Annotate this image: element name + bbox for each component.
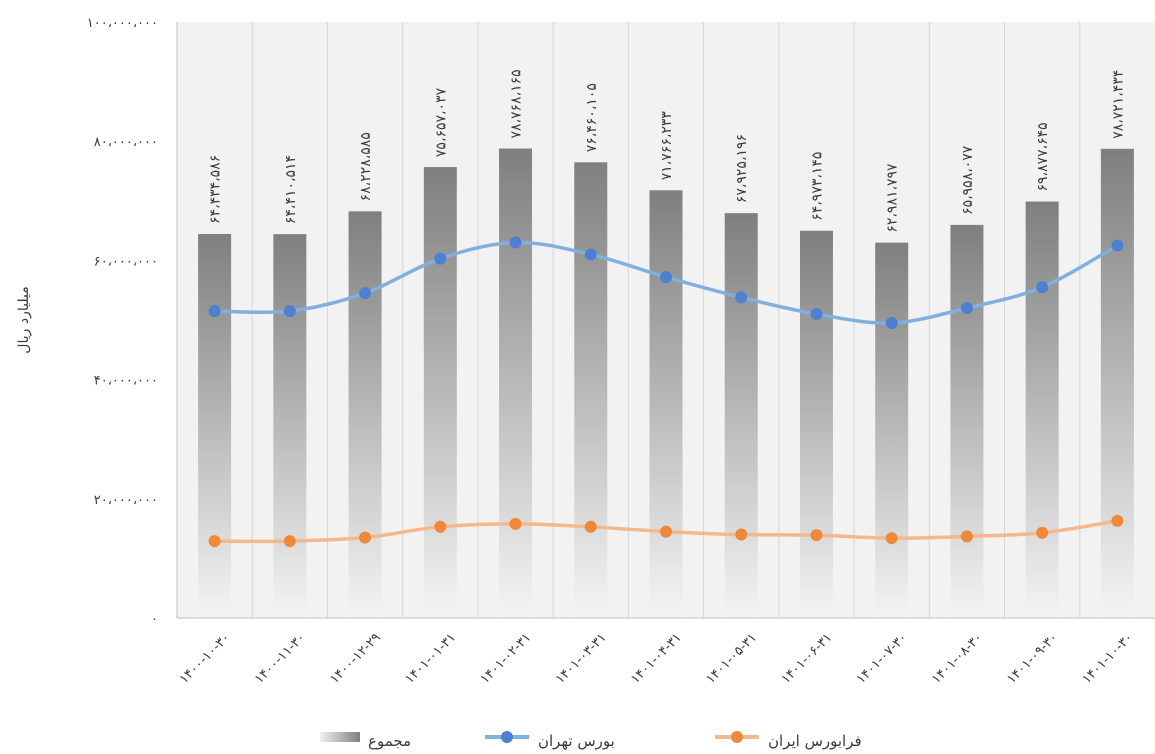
legend-label: فرابورس ایران	[768, 732, 862, 750]
bar	[950, 224, 984, 618]
bar	[799, 230, 833, 618]
bar-data-label: ۷۱،۷۶۶،۲۳۳	[659, 111, 675, 181]
series-point	[359, 287, 372, 300]
bar	[499, 148, 533, 618]
bar-data-label: ۶۲،۹۸۱،۷۹۷	[885, 163, 901, 233]
gridlines	[251, 22, 1081, 618]
series-point	[1036, 526, 1049, 539]
series-point	[960, 530, 973, 543]
series-point	[208, 305, 221, 318]
y-tick-label: ۶۰،۰۰۰،۰۰۰	[94, 254, 158, 269]
series-point	[509, 236, 522, 249]
series-point	[208, 535, 221, 548]
y-tick-label: ۲۰،۰۰۰،۰۰۰	[94, 493, 158, 508]
bar-data-label: ۶۸،۲۲۸،۵۸۵	[358, 132, 374, 201]
bar-data-label: ۷۸،۷۶۸،۱۶۵	[509, 69, 525, 138]
x-tick-label: ۱۴۰۱-۱۰-۳۰	[1079, 630, 1136, 687]
series-point	[885, 532, 898, 545]
y-tick-label: ۴۰،۰۰۰،۰۰۰	[94, 374, 158, 389]
x-tick-label: ۱۴۰۰-۱۱-۳۰	[252, 630, 309, 687]
series-point	[1111, 514, 1124, 527]
x-tick-label: ۱۴۰۰-۱۰-۳۰	[177, 630, 234, 687]
series-point	[584, 248, 597, 261]
legend-swatch-marker	[501, 731, 513, 743]
series-point	[434, 520, 447, 533]
legend-label: مجموع	[368, 732, 411, 750]
series-point	[1111, 239, 1124, 252]
bar-data-label: ۷۶،۴۶۰،۱۰۵	[584, 83, 600, 152]
legend-swatch-marker	[731, 731, 743, 743]
series-lines	[208, 236, 1124, 548]
series-point	[509, 517, 522, 530]
x-tick-label: ۱۴۰۱-۰۱-۳۱	[402, 630, 459, 687]
bar-data-labels: ۶۴،۴۳۴،۵۸۶ ۶۴،۴۱۰،۵۱۴ ۶۸،۲۲۸،۵۸۵ ۷۵،۶۵۷،۰۳۷…	[208, 69, 1127, 232]
series-point	[584, 520, 597, 533]
bar	[198, 233, 232, 619]
x-tick-label: ۱۴۰۱-۰۵-۳۱	[703, 630, 760, 687]
series-point	[283, 535, 296, 548]
bar-data-label: ۶۴،۴۳۴،۵۸۶	[208, 155, 224, 224]
bar	[423, 167, 457, 619]
legend-label: بورس تهران	[538, 732, 615, 750]
series-point	[885, 316, 898, 329]
bar	[724, 213, 758, 618]
bar	[875, 242, 909, 619]
legend: مجموع بورس تهران فرابورس ایران	[320, 731, 862, 750]
bar-data-label: ۶۷،۹۲۵،۱۹۶	[734, 134, 750, 203]
bar	[649, 190, 683, 618]
bar-data-label: ۶۴،۴۱۰،۵۱۴	[283, 155, 299, 224]
bar-data-label: ۶۴،۹۷۳،۱۴۵	[809, 152, 825, 221]
bars	[198, 148, 1134, 619]
y-axis-title: میلیارد ریال	[16, 286, 32, 353]
x-tick-label: ۱۴۰۱-۰۴-۳۱	[628, 630, 685, 687]
bar-data-label: ۶۹،۸۷۷،۶۴۵	[1035, 122, 1051, 191]
x-tick-label: ۱۴۰۱-۰۶-۳۱	[779, 630, 836, 687]
bar-data-label: ۷۵،۶۵۷،۰۳۷	[433, 87, 449, 157]
bar	[1025, 201, 1059, 618]
series-point	[660, 271, 672, 284]
series-point	[810, 529, 823, 542]
x-tick-label: ۱۴۰۱-۰۹-۳۰	[1004, 630, 1061, 687]
legend-swatch-bar	[320, 732, 360, 742]
x-axis: ۱۴۰۰-۱۰-۳۰ ۱۴۰۰-۱۱-۳۰ ۱۴۰۰-۱۲-۲۹ ۱۴۰۱-۰۱-۳۱…	[177, 617, 1155, 687]
series-point	[810, 308, 823, 321]
series-point	[660, 525, 672, 538]
x-tick-label: ۱۴۰۰-۱۲-۲۹	[327, 630, 384, 687]
y-tick-label: ۸۰،۰۰۰،۰۰۰	[94, 135, 158, 150]
bar-data-label: ۶۵،۹۵۸،۰۷۷	[960, 145, 976, 215]
x-tick-label: ۱۴۰۱-۰۲-۳۱	[478, 630, 535, 687]
bar	[273, 234, 307, 618]
bar	[574, 162, 608, 618]
bar	[348, 211, 382, 618]
y-tick-label: ۱۰۰،۰۰۰،۰۰۰	[87, 16, 158, 31]
bar-data-label: ۷۸،۷۲۱،۴۳۴	[1110, 70, 1126, 139]
series-point	[283, 305, 296, 318]
series-point	[735, 291, 748, 304]
y-tick-label: ۰	[151, 612, 158, 627]
series-point	[1036, 281, 1049, 294]
y-axis: ۰ ۲۰،۰۰۰،۰۰۰ ۴۰،۰۰۰،۰۰۰ ۶۰،۰۰۰،۰۰۰ ۸۰،۰۰۰،۰۰…	[87, 16, 178, 627]
series-point	[434, 252, 447, 265]
bar	[1100, 148, 1134, 618]
x-tick-label: ۱۴۰۱-۰۸-۳۰	[929, 630, 986, 687]
x-tick-label: ۱۴۰۱-۰۷-۳۰	[854, 630, 911, 687]
series-point	[359, 531, 372, 544]
series-point	[735, 528, 748, 541]
x-tick-label: ۱۴۰۱-۰۳-۳۱	[553, 630, 610, 687]
series-point	[960, 302, 973, 315]
